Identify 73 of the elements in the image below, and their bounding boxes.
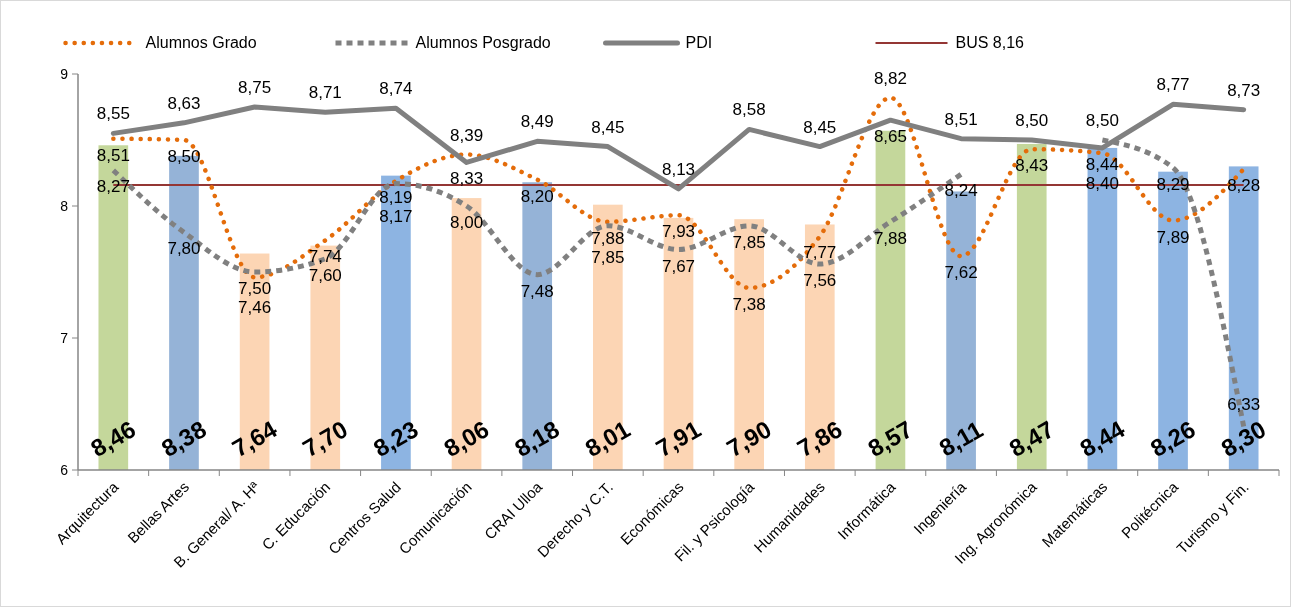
data-label: 8,75 (238, 78, 272, 97)
data-label: 7,60 (308, 266, 342, 286)
data-label: 7,80 (167, 239, 201, 259)
data-label: 7,70 (298, 415, 352, 463)
data-label: 8,65 (873, 127, 907, 147)
data-label: 8,51 (944, 109, 978, 129)
data-label: 8,73 (1227, 80, 1261, 100)
data-label: 8,44 (1085, 154, 1119, 174)
data-label: 7,64 (227, 414, 282, 463)
y-tick-label: 8 (60, 198, 69, 214)
data-label: 8,82 (873, 68, 907, 88)
data-label: 8,18 (509, 415, 564, 463)
data-label: 7,85 (732, 232, 766, 252)
data-label: 7,38 (732, 294, 766, 314)
data-label: 7,48 (520, 281, 554, 301)
legend-label: Alumnos Grado (145, 34, 257, 51)
data-label: 7,67 (661, 256, 696, 276)
data-label: 7,90 (721, 415, 776, 463)
data-label: 8,74 (379, 79, 413, 99)
data-label: 7,77 (803, 243, 837, 263)
data-label: 8,50 (167, 147, 201, 166)
data-label: 8,23 (368, 415, 423, 463)
data-label: 8,49 (520, 112, 554, 132)
data-label: 8,71 (308, 83, 342, 103)
data-label: 8,26 (1145, 415, 1200, 463)
data-label: 8,33 (450, 169, 484, 189)
data-label: 7,89 (1156, 227, 1190, 247)
data-label: 8,57 (863, 415, 918, 463)
data-label: 8,19 (379, 187, 413, 207)
data-label: 8,11 (934, 415, 988, 462)
data-label: 8,55 (96, 104, 130, 124)
data-label: 7,50 (238, 279, 272, 298)
data-label: 8,20 (520, 186, 554, 206)
data-label: 7,88 (873, 228, 907, 248)
data-label: 8,24 (944, 181, 978, 201)
data-label: 7,74 (308, 247, 342, 267)
legend-label: BUS 8,16 (955, 34, 1025, 51)
data-label: 8,28 (1227, 176, 1261, 196)
y-tick-label: 7 (60, 330, 69, 346)
data-label: 8,17 (379, 206, 413, 226)
data-label: 8,50 (1085, 111, 1119, 130)
data-label: 8,30 (1216, 415, 1271, 463)
data-label: 8,45 (803, 117, 837, 137)
data-label: 8,51 (96, 145, 130, 165)
data-label: 7,85 (591, 247, 625, 267)
data-label: 8,27 (96, 177, 130, 197)
data-label: 7,88 (591, 228, 625, 248)
data-label: 7,86 (792, 415, 847, 463)
y-tick-label: 6 (60, 462, 69, 478)
data-label: 8,39 (450, 125, 484, 145)
data-label: 8,46 (86, 415, 141, 463)
data-label: 8,13 (661, 159, 696, 179)
data-label: 8,01 (580, 415, 635, 463)
data-label: 7,91 (651, 415, 706, 463)
data-label: 7,62 (944, 263, 978, 283)
y-tick-label: 9 (60, 66, 69, 82)
data-label: 8,44 (1075, 414, 1130, 463)
data-label: 8,47 (1004, 415, 1059, 463)
data-label: 8,45 (591, 117, 625, 137)
data-label: 7,56 (803, 271, 837, 291)
data-label: 8,06 (439, 415, 494, 463)
data-label: 8,58 (732, 100, 766, 120)
data-label: 8,38 (156, 415, 211, 463)
data-label: 8,77 (1156, 75, 1190, 95)
data-label: 7,46 (238, 298, 272, 317)
data-label: 8,63 (167, 93, 201, 113)
legend-label: Alumnos Posgrado (415, 34, 551, 51)
data-label: 8,50 (1015, 111, 1049, 130)
data-label: 7,93 (661, 222, 696, 242)
data-label: 8,43 (1015, 156, 1049, 176)
legend-label: PDI (685, 34, 713, 51)
data-label: 8,00 (450, 213, 484, 232)
data-label: 6,33 (1227, 395, 1261, 415)
